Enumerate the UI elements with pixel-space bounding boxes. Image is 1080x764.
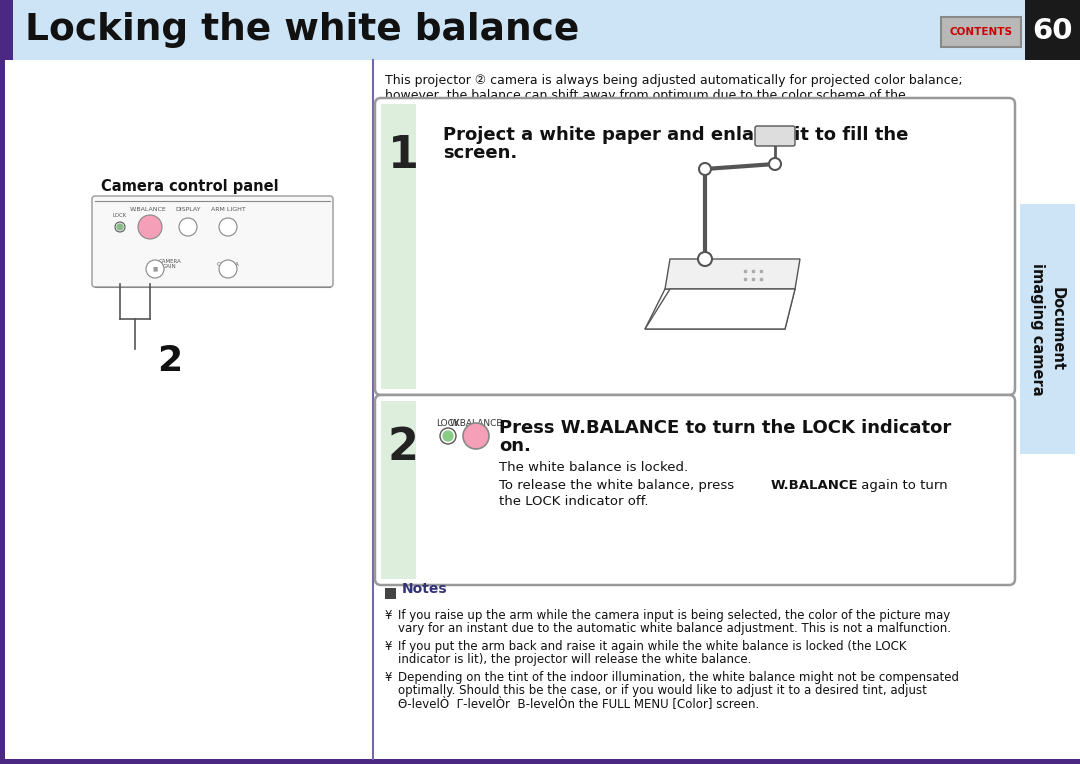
FancyBboxPatch shape <box>381 104 433 389</box>
Bar <box>0 60 5 760</box>
Bar <box>416 104 441 389</box>
Text: If you raise up the arm while the camera input is being selected, the color of t: If you raise up the arm while the camera… <box>399 609 950 622</box>
Text: Camera control panel: Camera control panel <box>102 179 279 194</box>
Circle shape <box>138 215 162 239</box>
Text: CAMERA: CAMERA <box>217 261 240 267</box>
Circle shape <box>219 260 237 278</box>
Text: Notes: Notes <box>402 582 447 596</box>
FancyBboxPatch shape <box>755 126 795 146</box>
Text: vary for an instant due to the automatic white balance adjustment. This is not a: vary for an instant due to the automatic… <box>399 622 951 635</box>
Text: Depending on the tint of the indoor illumination, the white balance might not be: Depending on the tint of the indoor illu… <box>399 671 959 684</box>
Text: ¥: ¥ <box>384 671 392 684</box>
Text: 2: 2 <box>158 344 183 378</box>
Text: indicator is lit), the projector will release the white balance.: indicator is lit), the projector will re… <box>399 653 752 666</box>
Circle shape <box>440 428 456 444</box>
Polygon shape <box>665 259 800 289</box>
Text: however, the balance can shift away from optimum due to the color scheme of the: however, the balance can shift away from… <box>384 89 906 102</box>
Circle shape <box>219 218 237 236</box>
FancyBboxPatch shape <box>375 395 1015 585</box>
Text: This projector ② camera is always being adjusted automatically for projected col: This projector ② camera is always being … <box>384 74 962 87</box>
Text: Project a white paper and enlarge it to fill the: Project a white paper and enlarge it to … <box>443 126 908 144</box>
Text: again to turn: again to turn <box>858 479 947 492</box>
Polygon shape <box>645 289 795 329</box>
FancyBboxPatch shape <box>381 401 433 579</box>
Text: Θ-levelÒ  Γ-levelÒr  Β-levelÒn the FULL MENU [Color] screen.: Θ-levelÒ Γ-levelÒr Β-levelÒn the FULL ME… <box>399 697 759 710</box>
Circle shape <box>117 224 123 230</box>
Text: DISPLAY: DISPLAY <box>175 207 201 212</box>
Bar <box>0 0 1080 60</box>
Circle shape <box>146 260 164 278</box>
Text: LOCK: LOCK <box>113 213 127 218</box>
FancyBboxPatch shape <box>375 98 1015 395</box>
Bar <box>384 588 396 599</box>
Bar <box>1025 0 1080 60</box>
Text: To release the white balance, press: To release the white balance, press <box>499 479 739 492</box>
Circle shape <box>443 431 453 441</box>
Polygon shape <box>645 289 795 329</box>
Circle shape <box>463 423 489 449</box>
Bar <box>416 401 441 579</box>
Text: ¥: ¥ <box>384 609 392 622</box>
Text: ■: ■ <box>152 267 158 271</box>
Text: If you put the arm back and raise it again while the white balance is locked (th: If you put the arm back and raise it aga… <box>399 640 906 653</box>
Bar <box>0 0 13 60</box>
Circle shape <box>179 218 197 236</box>
Text: ARM LIGHT: ARM LIGHT <box>211 207 245 212</box>
Text: CAMERA
GAIN: CAMERA GAIN <box>159 258 181 270</box>
Text: Locking the white balance: Locking the white balance <box>25 12 579 48</box>
Circle shape <box>698 252 712 266</box>
Text: optimally. Should this be the case, or if you would like to adjust it to a desir: optimally. Should this be the case, or i… <box>399 684 927 697</box>
Text: on.: on. <box>499 437 531 455</box>
Text: 60: 60 <box>1031 17 1072 45</box>
Text: following procedure.: following procedure. <box>384 119 513 132</box>
Text: W.BALANCE: W.BALANCE <box>130 207 166 212</box>
FancyBboxPatch shape <box>941 17 1021 47</box>
Circle shape <box>769 158 781 170</box>
Text: Press W.BALANCE to turn the LOCK indicator: Press W.BALANCE to turn the LOCK indicat… <box>499 419 951 437</box>
FancyBboxPatch shape <box>92 196 333 287</box>
Text: W.BALANCE: W.BALANCE <box>771 479 859 492</box>
Text: LOCK: LOCK <box>436 419 460 428</box>
Text: Document
imaging camera: Document imaging camera <box>1029 263 1065 395</box>
Text: 1: 1 <box>388 134 419 177</box>
Text: the LOCK indicator off.: the LOCK indicator off. <box>499 495 648 508</box>
Text: W.BALANCE: W.BALANCE <box>449 419 502 428</box>
Text: CONTENTS: CONTENTS <box>949 27 1013 37</box>
Text: ¥: ¥ <box>384 640 392 653</box>
Text: The white balance is locked.: The white balance is locked. <box>499 461 688 474</box>
Text: document. Should this occur, the white balance can be set to a fixed condition b: document. Should this occur, the white b… <box>384 104 960 117</box>
Bar <box>1020 204 1075 454</box>
Circle shape <box>114 222 125 232</box>
Circle shape <box>699 163 711 175</box>
Text: 2: 2 <box>388 426 419 469</box>
Text: screen.: screen. <box>443 144 517 162</box>
Bar <box>0 759 1080 764</box>
